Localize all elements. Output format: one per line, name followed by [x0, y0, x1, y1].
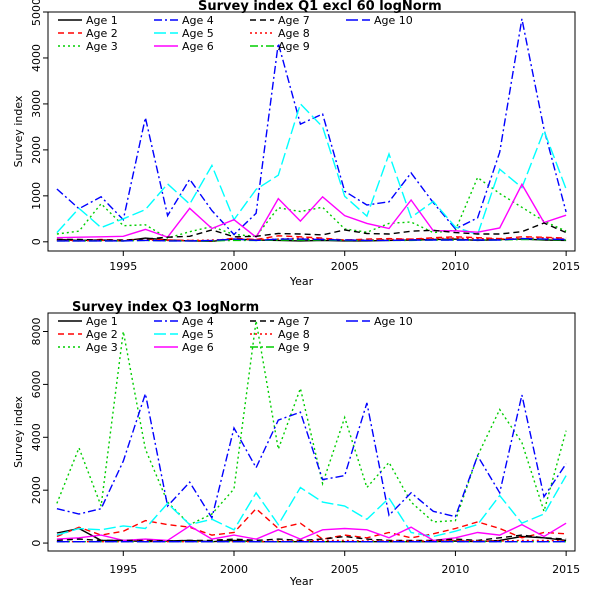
series-line-age-7	[56, 222, 567, 241]
series-line-age-10	[56, 237, 567, 242]
y-tick-label: 4000	[30, 423, 43, 451]
y-tick-label: 5000	[30, 0, 43, 26]
x-tick-label: 2005	[331, 563, 359, 576]
x-tick-label: 2010	[441, 260, 469, 273]
legend-label: Age 5	[182, 328, 214, 341]
series-line-age-3	[56, 176, 567, 239]
series-line-age-6	[56, 522, 567, 542]
y-axis-label: Survey index	[12, 396, 25, 468]
y-tick-label: 8000	[30, 318, 43, 346]
x-tick-label: 1995	[109, 563, 137, 576]
legend-label: Age 1	[86, 315, 118, 328]
chart-panel-q3: Survey index Q3 logNorm 1995 2000 2005 2010 2…	[12, 300, 580, 588]
legend-label: Age 3	[86, 40, 118, 53]
y-tick-label: 0	[30, 540, 43, 547]
series-line-age-4	[56, 18, 567, 236]
legend-label: Age 6	[182, 40, 214, 53]
x-tick-label: 2015	[552, 260, 580, 273]
x-tick-label: 2010	[441, 563, 469, 576]
series-line-age-6	[56, 182, 567, 239]
legend-label: Age 2	[86, 27, 118, 40]
legend-label: Age 7	[278, 14, 310, 27]
legend-label: Age 9	[278, 40, 310, 53]
y-tick-label: 1000	[30, 182, 43, 210]
legend-label: Age 10	[374, 315, 413, 328]
y-tick-label: 0	[30, 238, 43, 245]
y-axis-label: Survey index	[12, 95, 25, 167]
legend-label: Age 7	[278, 315, 310, 328]
legend-label: Age 4	[182, 315, 214, 328]
chart-panel-q1: Survey index Q1 excl 60 logNorm 1995 2000 2…	[12, 0, 580, 288]
x-tick-label: 2000	[220, 260, 248, 273]
legend-label: Age 6	[182, 341, 214, 354]
y-tick-label: 4000	[30, 44, 43, 72]
legend-label: Age 9	[278, 341, 310, 354]
series-line-age-5	[56, 102, 567, 236]
y-tick-label: 2000	[30, 136, 43, 164]
legend-label: Age 5	[182, 27, 214, 40]
x-tick-label: 2015	[552, 563, 580, 576]
y-tick-label: 3000	[30, 90, 43, 118]
series-line-age-5	[56, 475, 567, 538]
series-line-age-7	[56, 534, 567, 542]
plot-frame	[47, 312, 576, 552]
legend-label: Age 8	[278, 27, 310, 40]
chart-title: Survey index Q3 logNorm	[72, 300, 259, 315]
legend-label: Age 8	[278, 328, 310, 341]
x-tick-label: 2000	[220, 563, 248, 576]
legend-label: Age 1	[86, 14, 118, 27]
legend-label: Age 3	[86, 341, 118, 354]
x-tick-label: 1995	[109, 260, 137, 273]
series-line-age-4	[56, 390, 567, 520]
chart-title: Survey index Q1 excl 60 logNorm	[198, 0, 442, 14]
x-axis-label: Year	[289, 575, 314, 588]
plot-frame	[47, 11, 576, 252]
legend-label: Age 10	[374, 14, 413, 27]
y-tick-label: 2000	[30, 476, 43, 504]
series-line-age-2	[56, 507, 567, 540]
y-tick-label: 6000	[30, 370, 43, 398]
x-axis-label: Year	[289, 275, 314, 288]
x-tick-label: 2005	[331, 260, 359, 273]
legend-label: Age 2	[86, 328, 118, 341]
legend-label: Age 4	[182, 14, 214, 27]
